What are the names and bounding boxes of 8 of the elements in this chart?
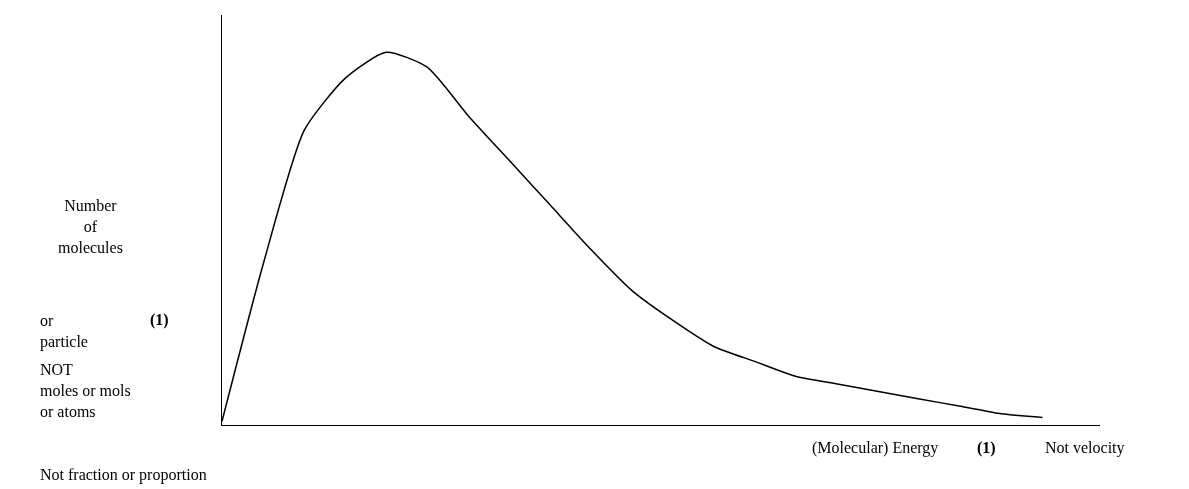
text: NOT moles or mols or atoms — [40, 361, 131, 420]
text: Not velocity — [1045, 439, 1125, 457]
text: Number of molecules — [58, 197, 123, 256]
text: (1) — [150, 311, 169, 329]
text: (1) — [977, 439, 996, 457]
x-axis-title: (Molecular) Energy — [812, 439, 939, 457]
text: Not fraction or proportion — [40, 466, 207, 484]
text: or particle — [40, 312, 88, 351]
